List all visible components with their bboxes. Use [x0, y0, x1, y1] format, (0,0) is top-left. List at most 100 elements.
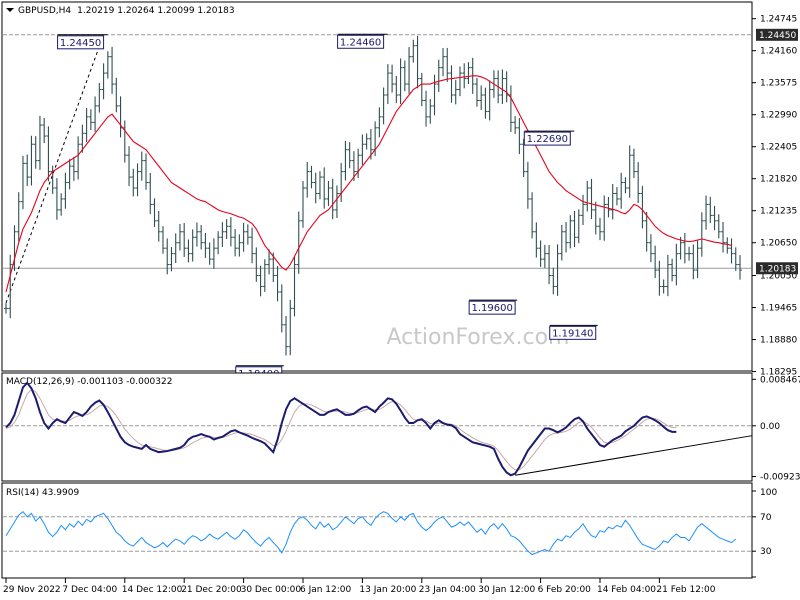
macd-header: MACD(12,26,9) -0.001103 -0.000322	[6, 377, 172, 387]
price-bar	[542, 244, 547, 268]
price-bars	[4, 35, 742, 356]
price-bar	[93, 96, 98, 132]
price-bar	[241, 222, 246, 252]
price-bar	[160, 226, 165, 254]
price-bar	[177, 223, 182, 251]
price-bar	[262, 259, 267, 292]
price-bar	[716, 214, 721, 239]
annotation-label: 1.24450	[60, 38, 101, 49]
price-bar	[105, 51, 110, 79]
price-bar	[190, 229, 195, 262]
price-bar	[364, 133, 369, 150]
price-bar	[194, 222, 199, 247]
rsi-axis: 100 70 30	[752, 488, 777, 578]
price-bar	[46, 126, 51, 182]
x-tick-label: 30 Dec 00:00	[241, 585, 302, 595]
price-bar	[538, 240, 543, 267]
price-bar	[97, 82, 102, 113]
price-bar	[483, 87, 488, 119]
price-bar	[148, 172, 153, 215]
macd-frame	[1, 372, 753, 482]
price-bar	[300, 181, 305, 228]
price-bar	[640, 185, 645, 229]
price-bar	[721, 221, 726, 253]
price-bar	[474, 77, 479, 107]
annotation-box	[523, 131, 571, 146]
price-bar	[381, 87, 386, 125]
price-annotation: 1.24460	[337, 33, 388, 49]
price-tag-label: 1.24450	[759, 31, 796, 41]
price-bar	[233, 229, 238, 257]
x-tick-label: 13 Jan 20:00	[359, 585, 416, 595]
price-bar	[211, 238, 216, 269]
price-bar	[631, 148, 636, 179]
price-bar	[559, 224, 564, 261]
price-bar	[37, 115, 42, 170]
price-bar	[415, 35, 420, 89]
price-bar	[585, 180, 590, 212]
y-tick-label: 1.21235	[760, 207, 797, 217]
price-bar	[436, 59, 441, 92]
x-tick-label: 23 Jan 04:00	[419, 585, 476, 595]
price-bar	[114, 77, 119, 113]
price-bar	[441, 48, 446, 77]
price-bar	[33, 136, 38, 169]
macd-y-tick-label: 0.00	[760, 422, 780, 432]
rsi-y-tick-label: 30	[760, 547, 772, 557]
rsi-frame	[1, 482, 753, 579]
price-bar	[67, 159, 72, 190]
x-tick-label: 21 Feb 12:00	[656, 585, 715, 595]
macd-main-line	[5, 381, 677, 477]
y-tick-label: 1.18880	[760, 336, 797, 346]
price-bar	[76, 136, 81, 180]
price-bar	[165, 238, 170, 275]
price-bar	[419, 72, 424, 107]
macd-axis: 0.008467 0.00 -0.009233	[752, 375, 800, 483]
annotation-box	[337, 34, 385, 49]
price-bar	[614, 187, 619, 206]
x-tick-label: 6 Feb 20:00	[538, 585, 592, 595]
x-tick-label: 14 Feb 04:00	[597, 585, 656, 595]
price-bar	[695, 240, 700, 279]
annotation-box	[549, 325, 597, 340]
price-bar	[284, 315, 289, 356]
price-bar	[127, 146, 132, 187]
price-frame	[1, 1, 753, 372]
price-bar	[199, 224, 204, 250]
price-bar	[462, 63, 467, 89]
price-bar	[661, 279, 666, 294]
price-bar	[71, 156, 76, 181]
x-tick-label: 21 Dec 20:00	[181, 585, 242, 595]
price-bar	[169, 246, 174, 272]
macd-trendline	[515, 435, 753, 476]
price-bar	[296, 211, 301, 274]
price-bar	[275, 266, 280, 302]
price-bar	[593, 201, 598, 235]
collapse-triangle-icon	[6, 8, 14, 12]
price-bar	[8, 254, 13, 319]
y-tick-label: 1.22405	[760, 143, 797, 153]
price-bar	[449, 65, 454, 103]
price-bar	[432, 74, 437, 116]
price-bar	[534, 222, 539, 258]
moving-average	[5, 75, 732, 293]
y-tick-label: 1.18295	[760, 368, 797, 378]
y-tick-label: 1.22990	[760, 111, 797, 121]
price-bar	[670, 258, 675, 282]
price-bar	[699, 212, 704, 257]
annotation-box	[468, 300, 516, 315]
price-bar	[500, 69, 505, 105]
price-header: GBPUSD,H4 1.20219 1.20264 1.20099 1.20183	[18, 6, 235, 16]
price-bar	[351, 151, 356, 182]
price-bar	[182, 223, 187, 257]
rsi-y-tick-label: 70	[760, 513, 772, 523]
price-tag-label: 1.20183	[759, 264, 796, 274]
rsi-header: RSI(14) 43.9909	[6, 488, 79, 498]
price-bar	[309, 165, 314, 189]
rsi-line	[3, 510, 751, 556]
price-bar	[466, 62, 471, 85]
x-tick-label: 14 Dec 12:00	[122, 585, 183, 595]
price-bar	[394, 75, 399, 104]
price-bar	[704, 195, 709, 230]
